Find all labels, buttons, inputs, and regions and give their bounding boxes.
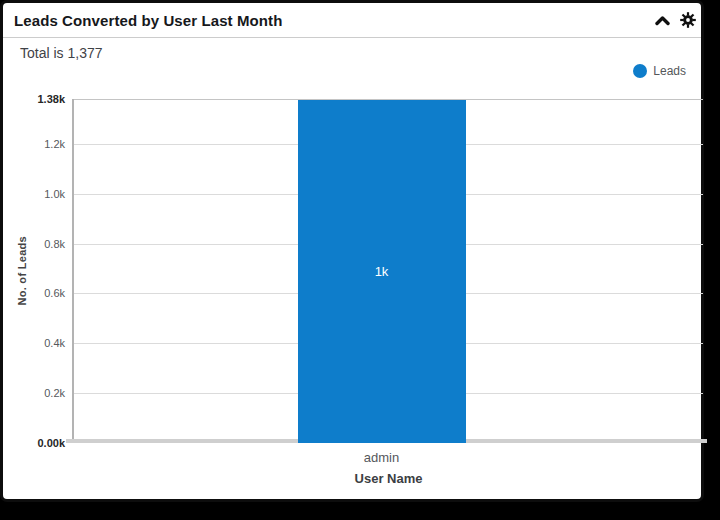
dashlet-title: Leads Converted by User Last Month [14,12,282,29]
gear-icon[interactable] [680,12,696,28]
legend-label: Leads [653,64,686,78]
bar-value-label: 1k [298,264,466,279]
y-tick-label: 0.4k [2,335,65,351]
y-tick-label: 1.0k [2,186,65,202]
chevron-up-icon[interactable] [654,12,670,28]
y-tick-label: 0.00k [2,435,65,451]
legend-dot [633,64,647,78]
y-tick-label: 0.2k [2,385,65,401]
y-tick-label: 0.8k [2,236,65,252]
bar-chart-plot-area: No. of Leads User Name 0.00k0.2k0.4k0.6k… [72,99,703,443]
x-tick-label: admin [322,450,442,465]
total-label: Total is 1,377 [20,45,103,61]
dashlet-header: Leads Converted by User Last Month [3,3,701,38]
header-actions [654,12,696,28]
dashlet-card: Leads Converted by User Last Month [0,0,704,502]
x-axis-title: User Name [74,471,703,486]
y-tick-label: 1.38k [2,91,65,107]
chart-legend-item[interactable]: Leads [633,64,686,78]
y-tick-label: 0.6k [2,285,65,301]
y-tick-label: 1.2k [2,136,65,152]
bar-admin[interactable]: 1k [298,100,466,443]
